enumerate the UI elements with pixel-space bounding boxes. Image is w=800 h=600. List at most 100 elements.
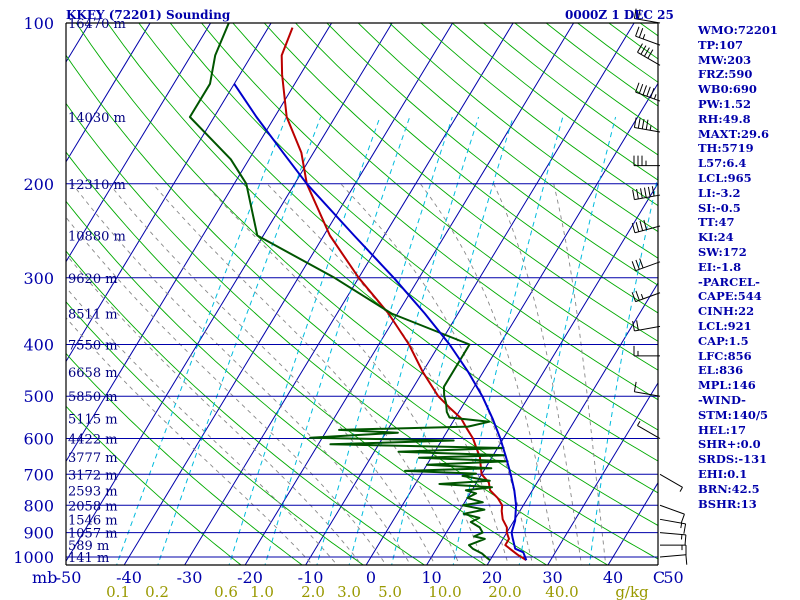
valid-time: 0000Z 1 DEC 25	[565, 8, 674, 22]
wind-barb-flag	[640, 294, 644, 300]
wind-barb-flag	[684, 534, 687, 545]
wind-barb-flag	[679, 487, 683, 492]
wind-barb-flag	[643, 187, 647, 198]
wind-barb-staff	[637, 425, 661, 439]
height-label: 1546 m	[68, 513, 118, 528]
index-line: LCL:921	[698, 318, 752, 333]
temperature-tick-label: 0	[366, 568, 376, 587]
temperature-tick-label: 40	[603, 568, 623, 587]
moist-adiabat-line	[66, 216, 387, 565]
index-line: EHI:0.1	[698, 466, 748, 481]
mixing-ratio-tick-label: 3.0	[337, 583, 361, 600]
dry-adiabat-line	[138, 23, 658, 462]
height-label: 5115 m	[68, 412, 118, 427]
pressure-tick-label: 1000	[13, 548, 54, 567]
wind-barb-flag	[635, 259, 640, 270]
wind-barb-flag	[680, 513, 685, 524]
wind-barb-staff	[634, 194, 661, 201]
wind-barb-flag	[651, 186, 655, 197]
height-label: 141 m	[68, 551, 109, 566]
height-label: 3172 m	[68, 468, 118, 483]
index-line: WMO:72201	[698, 23, 778, 37]
temperature-tick-label: 30	[542, 568, 562, 587]
isotherm-line	[66, 23, 151, 163]
temperature-tick-label: 10	[421, 568, 441, 587]
mixing-ratio-tick-label: 10.0	[428, 583, 461, 600]
pressure-tick-label: 200	[23, 175, 54, 194]
mixing-ratio-unit-label: g/kg	[615, 583, 649, 600]
index-line: -WIND-	[698, 392, 746, 407]
wind-barb-flag	[638, 83, 644, 94]
index-line: CAP:1.5	[698, 333, 749, 348]
wind-barb-flag	[633, 117, 637, 128]
dry-adiabat-line	[66, 54, 658, 560]
wind-barb-flag	[635, 221, 640, 232]
temperature-unit-label: C	[653, 568, 665, 587]
index-line: TP:107	[698, 37, 744, 52]
isotherm-line	[66, 23, 212, 263]
moist-adiabat-line	[553, 183, 607, 565]
wind-barb-staff	[637, 51, 661, 66]
index-line: FRZ:590	[698, 67, 753, 82]
height-label: 1057 m	[68, 527, 118, 542]
dry-adiabat-line	[66, 301, 364, 565]
wind-barb-flag	[649, 125, 652, 131]
mixing-ratio-tick-label: 0.2	[145, 583, 169, 600]
index-line: EI:-1.8	[698, 259, 742, 274]
index-line: MW:203	[698, 52, 752, 67]
index-line: SI:-0.5	[698, 200, 741, 215]
index-line: LCL:965	[698, 170, 752, 185]
height-label: 7550 m	[68, 339, 118, 354]
wind-barb-flag	[683, 523, 687, 534]
wind-barb-flag	[647, 186, 651, 197]
wind-barb	[633, 8, 661, 24]
height-label: 2593 m	[68, 484, 118, 499]
index-line: BRN:42.5	[698, 481, 760, 496]
index-line: SRDS:-131	[698, 452, 768, 467]
pressure-tick-label: 100	[23, 14, 54, 33]
height-label: 589 m	[68, 539, 109, 554]
wind-barb-flag	[635, 82, 640, 93]
wind-barb-flag	[635, 26, 640, 37]
temperature-tick-label: 50	[663, 568, 683, 587]
dry-adiabat-line	[66, 151, 548, 565]
wind-barb	[659, 504, 685, 524]
pressure-tick-label: 800	[23, 496, 54, 515]
index-line: CINH:22	[698, 304, 755, 319]
moist-adiabat-line	[66, 253, 363, 565]
wind-barb-flag	[646, 86, 651, 97]
index-line: RH:49.8	[698, 111, 751, 126]
wind-barb	[631, 290, 661, 303]
wind-barb-flag	[631, 292, 637, 302]
moist-adiabat-line	[204, 183, 485, 565]
dry-adiabat-line	[201, 23, 658, 401]
dry-adiabat-line	[326, 23, 658, 286]
height-label: 4422 m	[68, 433, 118, 448]
wind-barb-flag	[632, 320, 635, 332]
moist-adiabat-line	[66, 286, 338, 565]
index-line: CAPE:544	[698, 289, 762, 304]
mixing-ratio-tick-label: 2.0	[301, 583, 325, 600]
height-label: 14030 m	[68, 111, 126, 126]
moist-adiabat-line	[152, 183, 460, 565]
wind-barb	[659, 554, 688, 565]
wind-barb-staff	[659, 554, 686, 558]
wind-barb-flag	[642, 85, 647, 96]
wind-barb	[632, 186, 661, 201]
moist-adiabat-line	[108, 183, 436, 565]
temperature-tick-label: -50	[56, 568, 82, 587]
wind-barb	[631, 258, 661, 272]
wind-barb	[632, 320, 661, 332]
index-line: STM:140/5	[698, 407, 769, 422]
wind-barb-flag	[640, 188, 643, 199]
dry-adiabat-line	[66, 352, 303, 565]
parcel-trace	[233, 83, 528, 561]
wind-barb-flag	[638, 28, 644, 38]
sounding-profiles	[188, 23, 528, 562]
wind-barb-flag	[637, 43, 643, 53]
index-line: MPL:146	[698, 378, 756, 393]
mixing-ratio-tick-label: 0.6	[214, 583, 238, 600]
height-label: 2058 m	[68, 499, 118, 514]
dry-adiabat-line	[66, 200, 487, 565]
station-title: KKEY (72201) Sounding	[66, 8, 231, 22]
